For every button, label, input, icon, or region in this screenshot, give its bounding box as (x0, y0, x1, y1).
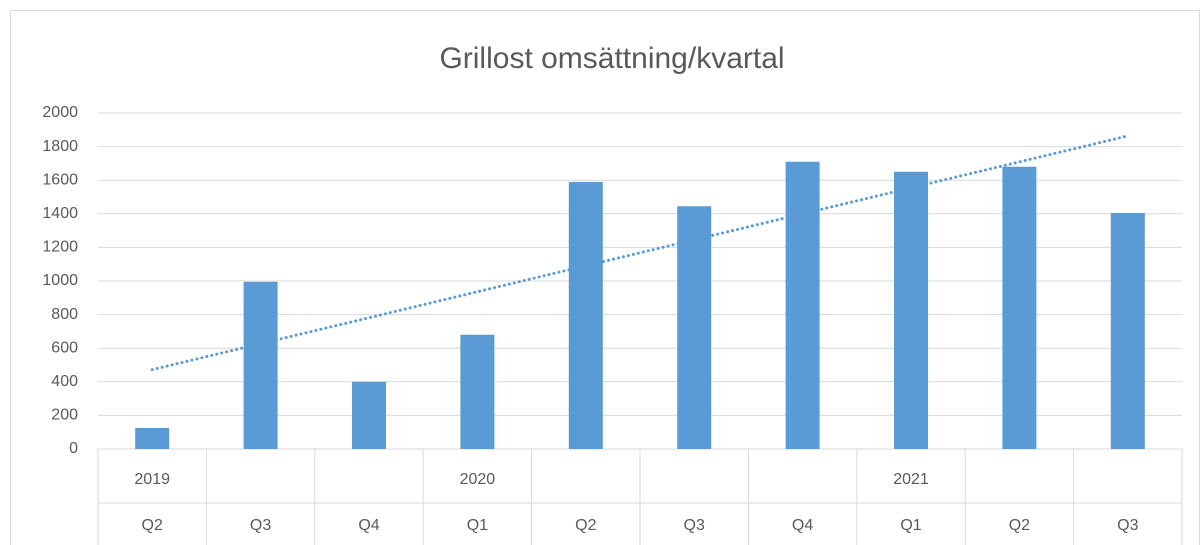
x-tick-label: Q1 (900, 517, 921, 534)
x-tick-label: Q1 (467, 517, 488, 534)
chart-border (10, 10, 1200, 545)
y-tick-label: 1800 (42, 138, 78, 155)
bar (1110, 212, 1145, 449)
bar (785, 161, 820, 449)
x-tick-label: Q3 (250, 517, 271, 534)
y-tick-label: 1600 (42, 171, 78, 188)
y-tick-label: 1400 (42, 205, 78, 222)
year-label: 2021 (893, 471, 929, 488)
chart-title: Grillost omsättning/kvartal (439, 42, 784, 75)
bar (1002, 166, 1037, 449)
bar (894, 171, 928, 450)
x-tick-label: Q2 (575, 517, 596, 534)
bar (243, 281, 278, 449)
y-tick-label: 400 (51, 373, 78, 390)
y-tick-label: 600 (51, 339, 78, 356)
y-tick-label: 0 (69, 440, 78, 457)
y-tick-label: 800 (51, 306, 78, 323)
trendline (150, 134, 1130, 372)
year-label: 2020 (460, 471, 496, 488)
x-tick-label: Q4 (792, 517, 813, 534)
bar (568, 181, 603, 449)
bar (352, 381, 386, 449)
year-label: 2019 (134, 471, 170, 488)
y-tick-label: 200 (51, 407, 78, 424)
x-tick-label: Q2 (1009, 517, 1030, 534)
bar (460, 334, 495, 449)
y-tick-label: 1200 (42, 239, 78, 256)
x-tick-label: Q3 (684, 517, 705, 534)
y-tick-label: 1000 (42, 272, 78, 289)
x-tick-label: Q3 (1117, 517, 1138, 534)
bar (135, 428, 170, 449)
x-tick-label: Q2 (142, 517, 163, 534)
y-tick-label: 2000 (42, 104, 78, 121)
bar (677, 206, 712, 449)
x-tick-label: Q4 (358, 517, 379, 534)
